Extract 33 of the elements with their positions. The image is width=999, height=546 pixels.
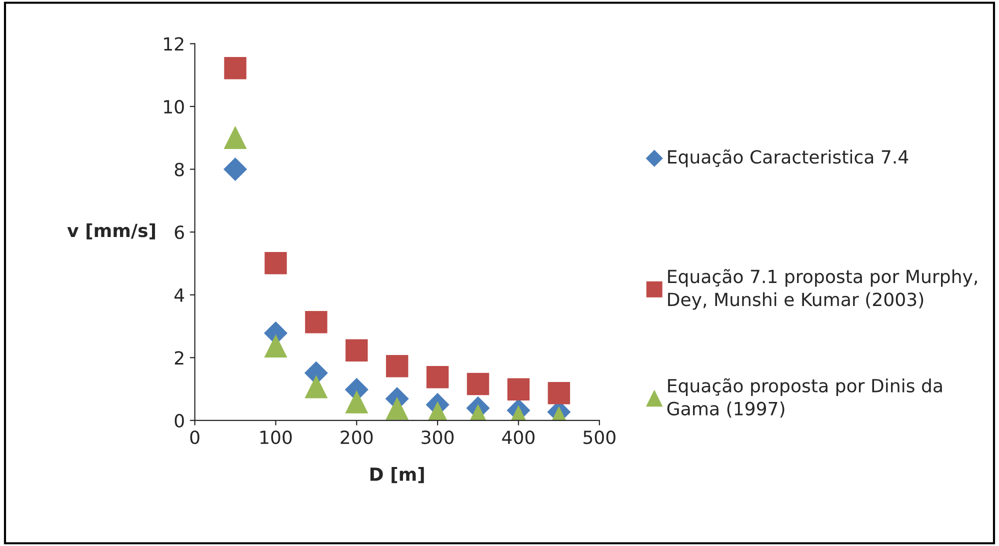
point (386, 398, 408, 420)
point (224, 126, 246, 149)
y-tick-label: 0 (174, 414, 184, 428)
y-tick-label: 8 (174, 162, 184, 176)
x-tick-label: 500 (584, 430, 616, 444)
point (305, 376, 328, 398)
y-tick-label: 12 (164, 37, 184, 51)
point (305, 311, 328, 334)
point (466, 372, 490, 396)
legend-label: Equação proposta por Dinis da Gama (1997) (667, 378, 942, 418)
point (507, 378, 530, 400)
x-tick-label: 0 (190, 430, 200, 444)
y-tick-label: 2 (174, 351, 184, 364)
y-axis-title: v [mm/s] (67, 223, 155, 240)
point (346, 391, 368, 414)
x-tick-label: 100 (260, 430, 292, 444)
legend-label: Equação 7.1 proposta por Murphy, Dey, Munshi e Kumar (2003) (668, 269, 977, 310)
y-tick-label: 4 (174, 288, 184, 302)
point (426, 366, 449, 388)
y-tick-label: 10 (164, 100, 184, 114)
x-tick-label: 400 (502, 430, 535, 444)
point (548, 382, 570, 404)
point (264, 335, 287, 358)
x-tick-label: 200 (340, 430, 373, 444)
x-tick-label: 300 (422, 430, 454, 444)
point (386, 354, 408, 378)
point (346, 339, 368, 362)
legend-label: Equação Caracteristica 7.4 (668, 149, 908, 168)
x-axis-title: D [m] (370, 467, 424, 484)
point (264, 252, 287, 274)
point (224, 57, 246, 80)
point (224, 158, 247, 181)
y-tick-label: 6 (174, 226, 184, 240)
